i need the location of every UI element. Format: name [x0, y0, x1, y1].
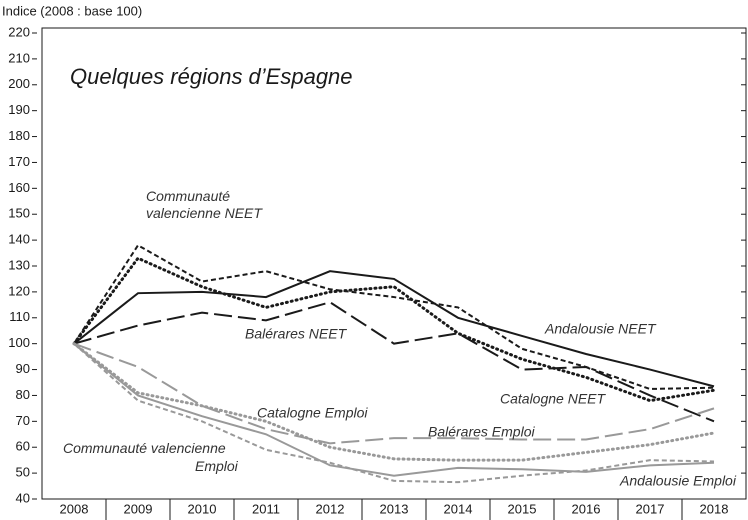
series-line — [73, 342, 715, 484]
series-line — [72, 256, 716, 403]
y-tick-label: 120 — [8, 283, 30, 298]
y-tick-label: 210 — [8, 50, 30, 65]
y-tick-label: 140 — [8, 232, 30, 247]
y-tick-label: 220 — [8, 24, 30, 39]
y-tick-label: 150 — [8, 206, 30, 221]
chart-title: Quelques régions d’Espagne — [70, 64, 353, 89]
y-tick-label: 70 — [16, 413, 30, 428]
plot-frame — [41, 27, 747, 500]
series-label: Balérares NEET — [245, 326, 348, 342]
label-line: valencienne NEET — [146, 205, 263, 221]
y-axis-label: Indice (2008 : base 100) — [2, 3, 142, 18]
series-label: Andalousie NEET — [544, 321, 657, 337]
series-label: Catalogne NEET — [500, 391, 607, 407]
series-label: Catalogne Emploi — [257, 405, 368, 421]
y-tick-label: 100 — [8, 335, 30, 350]
y-tick-label: 180 — [8, 128, 30, 143]
y-tick-label: 190 — [8, 102, 30, 117]
series-line — [73, 342, 715, 477]
series-line — [72, 342, 716, 462]
y-tick-label: 160 — [8, 180, 30, 195]
y-tick-label: 50 — [16, 465, 30, 480]
x-tick-label: 2010 — [188, 501, 217, 516]
x-tick-label: 2018 — [700, 501, 729, 516]
x-tick-label: 2008 — [60, 501, 89, 516]
x-tick-label: 2009 — [124, 501, 153, 516]
x-tick-label: 2012 — [316, 501, 345, 516]
x-tick-label: 2011 — [252, 501, 280, 516]
series-line — [73, 243, 715, 390]
y-tick-label: 40 — [16, 490, 30, 505]
x-tick-label: 2013 — [380, 501, 409, 516]
y-tick-label: 130 — [8, 257, 30, 272]
series-label: Communauté valencienne NEET — [146, 188, 263, 221]
x-tick-label: 2017 — [636, 501, 665, 516]
series-label: Balérares Emploi — [428, 424, 535, 440]
y-tick-label: 110 — [9, 309, 30, 324]
series-line — [73, 301, 715, 423]
x-tick-label: 2014 — [444, 501, 473, 516]
label-line: Communauté — [146, 188, 230, 204]
x-tick-label: 2015 — [508, 501, 537, 516]
series-line — [73, 342, 715, 445]
label-line: Communauté valencienne — [63, 440, 226, 456]
y-tick-label: 90 — [16, 361, 30, 376]
series-label: Communauté valencienne Emploi — [63, 440, 239, 474]
y-tick-label: 200 — [8, 76, 30, 91]
x-tick-label: 2016 — [572, 501, 601, 516]
series-label: Andalousie Emploi — [619, 473, 737, 489]
series-line — [73, 270, 715, 388]
y-tick-label: 80 — [16, 387, 30, 402]
label-line: Emploi — [195, 458, 239, 474]
y-tick-label: 170 — [8, 154, 30, 169]
y-tick-label: 60 — [16, 439, 30, 454]
